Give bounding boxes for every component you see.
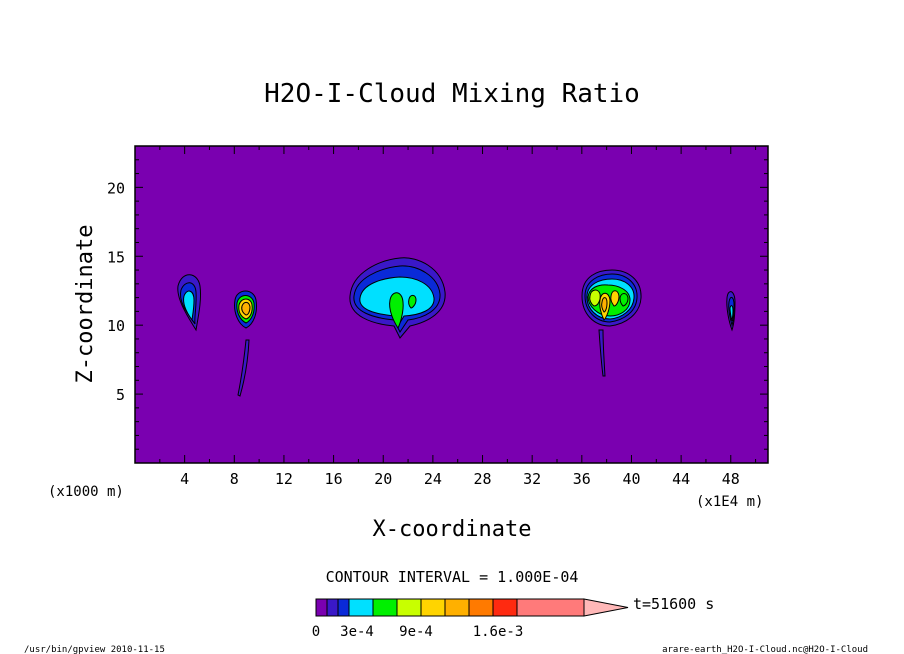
y-tick-label: 10 [107,317,125,335]
y-axis: 5 10 15 20 [107,159,768,450]
cloud-cell-5 [726,291,736,332]
y-tick-label: 5 [116,386,125,404]
cell-5-core [729,305,734,322]
colorbar-swatch [337,598,350,617]
x-tick-label: 48 [722,470,740,488]
colorbar-swatch [348,598,374,617]
cloud-cell-3 [349,257,446,339]
colorbar-label: 1.6e-3 [473,624,524,640]
cloud-cell-4 [581,269,642,377]
x-units-right: (x1E4 m) [696,494,763,510]
colorbar-labels: 0 3e-4 9e-4 1.6e-3 [312,624,524,640]
y-tick-label: 20 [107,179,125,197]
colorbar-swatch [396,598,422,617]
footer-left: /usr/bin/gpview 2010-11-15 [24,645,165,654]
cell-3-green-2 [408,294,417,309]
x-tick-label: 16 [325,470,343,488]
cloud-cell-1 [177,274,201,332]
colorbar-swatch [315,598,328,617]
x-tick-label: 28 [473,470,491,488]
colorbar-swatch [420,598,446,617]
x-tick-label: 8 [230,470,239,488]
footer-right: arare-earth_H2O-I-Cloud.nc@H2O-I-Cloud [662,645,868,654]
x-tick-label: 4 [180,470,189,488]
colorbar-label: 0 [312,624,320,640]
y-axis-label: Z-coordinate [73,225,98,384]
chart-title: H2O-I-Cloud Mixing Ratio [264,79,640,109]
x-units-left: (x1000 m) [48,484,124,500]
cell-2-core [241,301,251,316]
x-tick-label: 20 [374,470,392,488]
colorbar-swatch [492,598,518,617]
cell-4-core [601,297,608,313]
contour-interval: CONTOUR INTERVAL = 1.000E-04 [326,568,579,586]
y-tick-label: 15 [107,248,125,266]
cell-4-green-2 [619,293,629,307]
cell-1-core [183,290,195,322]
plot-frame [134,145,769,464]
x-tick-label: 44 [672,470,690,488]
x-tick-label: 12 [275,470,293,488]
cell-2-stem [237,339,250,397]
colorbar-swatch [444,598,470,617]
x-tick-label: 36 [573,470,591,488]
x-axis: 4 8 12 16 20 24 28 32 36 40 44 48 [159,146,757,488]
cell-4-yellow-3 [610,290,620,307]
x-tick-label: 32 [523,470,541,488]
cell-4-yellow-1 [589,289,601,307]
colorbar-arrow [583,598,629,617]
colorbar-swatch [516,598,585,617]
colorbar [315,598,629,617]
cloud-cell-2 [234,290,257,397]
plot-area [134,145,769,464]
colorbar-swatch [326,598,339,617]
time-label: t=51600 s [633,595,714,613]
x-axis-label: X-coordinate [373,517,532,542]
x-tick-label: 40 [622,470,640,488]
colorbar-label: 3e-4 [340,624,374,640]
colorbar-swatch [468,598,494,617]
colorbar-label: 9e-4 [399,624,433,640]
plot-background [135,146,768,463]
colorbar-swatch [372,598,398,617]
cell-4-stem [598,329,606,377]
cell-3-green-1 [389,292,404,329]
x-tick-label: 24 [424,470,442,488]
